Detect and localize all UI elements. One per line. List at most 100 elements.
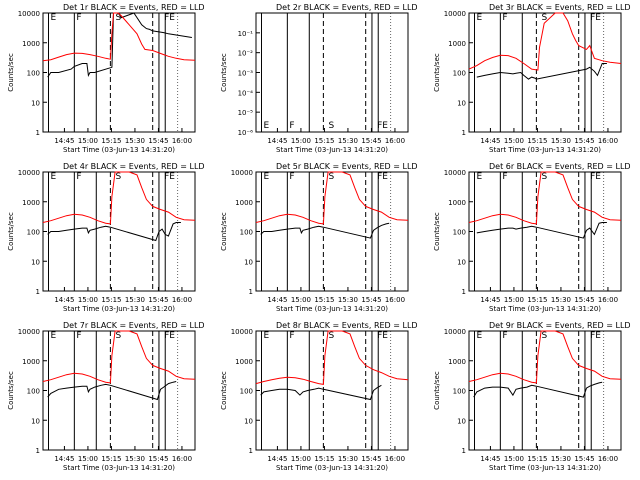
flag-marker-label: F [76, 331, 81, 341]
x-tick-label: 15:30 [338, 296, 358, 304]
flag-marker-label: E [50, 13, 56, 23]
flag-marker-label: F [502, 13, 507, 23]
x-tick-label: 16:00 [598, 137, 618, 145]
x-axis-label: Start Time (03-Jun-13 14:31:20) [63, 464, 175, 472]
chart-panel: Det 4r BLACK = Events, RED = LLD 14:45 15:… [7, 162, 205, 313]
x-tick-label: 16:00 [172, 296, 192, 304]
flag-marker-label: E [263, 172, 269, 182]
x-axis-label: Start Time (03-Jun-13 14:31:20) [63, 146, 175, 154]
flag-marker-label: S [116, 331, 122, 341]
flag-marker-label: FE [590, 331, 601, 341]
flag-marker-label: E [50, 331, 56, 341]
flag-marker-label: F [289, 172, 294, 182]
x-tick-label: 15:45 [361, 296, 381, 304]
y-tick-label: 10 [31, 99, 40, 107]
x-tick-label: 16:00 [385, 137, 405, 145]
y-tick-label: 1000 [235, 199, 253, 207]
events-series-line [476, 63, 607, 80]
y-tick-label: 10000 [444, 10, 466, 18]
y-tick-label: 1000 [448, 40, 466, 48]
y-axis-label: Counts/sec [7, 212, 15, 251]
lld-series-line [468, 12, 622, 71]
y-axis-label: Counts/sec [433, 53, 441, 92]
flag-marker-label: E [476, 13, 482, 23]
y-tick-label: 1 [36, 288, 40, 296]
x-tick-label: 14:45 [54, 296, 74, 304]
x-tick-label: 15:30 [551, 455, 571, 463]
y-tick-label: 1 [462, 447, 466, 455]
flag-marker-label: S [329, 121, 335, 131]
x-axis-label: Start Time (03-Jun-13 14:31:20) [276, 146, 388, 154]
lld-series-line [255, 330, 409, 385]
chart-panel: Det 2r BLACK = Events, RED = LLD 14:45 15:… [220, 3, 418, 154]
y-tick-label: 10000 [18, 328, 40, 336]
x-tick-label: 16:00 [172, 137, 192, 145]
chart-panel: Det 7r BLACK = Events, RED = LLD 14:45 15:… [7, 321, 205, 472]
flag-marker-label: F [502, 172, 507, 182]
y-tick-label: 100 [453, 229, 466, 237]
x-tick-label: 15:00 [504, 455, 524, 463]
x-tick-label: 15:45 [361, 137, 381, 145]
flag-marker-label: F [289, 331, 294, 341]
chart-title: Det 9r BLACK = Events, RED = LLD [489, 321, 631, 330]
y-axis-label: Counts/sec [220, 371, 228, 410]
y-tick-label: 10 [244, 258, 253, 266]
y-tick-label: 10000 [444, 328, 466, 336]
x-tick-label: 15:15 [527, 296, 547, 304]
y-axis-label: Counts/sec [7, 371, 15, 410]
x-tick-label: 15:30 [338, 455, 358, 463]
x-tick-label: 15:15 [314, 137, 334, 145]
x-tick-label: 16:00 [598, 296, 618, 304]
x-tick-label: 14:45 [54, 137, 74, 145]
x-tick-label: 15:00 [78, 296, 98, 304]
events-series-line [47, 222, 181, 242]
y-tick-label: 1000 [22, 358, 40, 366]
x-tick-label: 15:15 [101, 296, 121, 304]
chart-panel: Det 9r BLACK = Events, RED = LLD 14:45 15:… [433, 321, 631, 472]
y-tick-label: 1000 [22, 199, 40, 207]
y-tick-label: 10⁻² [238, 50, 254, 58]
flag-marker-label: F [76, 13, 81, 23]
plot-frame [468, 171, 622, 292]
flag-marker-label: F [289, 121, 294, 131]
y-axis-label: Counts/sec [433, 212, 441, 251]
chart-panel: Det 5r BLACK = Events, RED = LLD 14:45 15:… [220, 162, 418, 313]
y-tick-label: 1000 [448, 199, 466, 207]
y-tick-label: 10000 [231, 169, 253, 177]
x-tick-label: 14:45 [267, 455, 287, 463]
events-series-line [47, 381, 177, 401]
y-axis-label: Counts/sec [220, 212, 228, 251]
flag-marker-label: S [116, 13, 122, 23]
y-axis-label: Counts/sec [7, 53, 15, 92]
x-tick-label: 14:45 [54, 455, 74, 463]
x-tick-label: 15:15 [314, 455, 334, 463]
x-axis-label: Start Time (03-Jun-13 14:31:20) [63, 305, 175, 313]
x-axis-label: Start Time (03-Jun-13 14:31:20) [276, 305, 388, 313]
x-tick-label: 15:00 [78, 455, 98, 463]
y-tick-label: 100 [453, 388, 466, 396]
plot-frame [255, 330, 409, 451]
x-tick-label: 15:30 [125, 455, 145, 463]
flag-marker-label: E [263, 121, 269, 131]
x-tick-label: 15:00 [78, 137, 98, 145]
y-tick-label: 100 [240, 229, 253, 237]
chart-panel: Det 6r BLACK = Events, RED = LLD 14:45 15:… [433, 162, 631, 313]
y-tick-label: 10 [31, 258, 40, 266]
chart-title: Det 6r BLACK = Events, RED = LLD [489, 162, 631, 171]
chart-title: Det 4r BLACK = Events, RED = LLD [63, 162, 205, 171]
y-tick-label: 100 [240, 388, 253, 396]
chart-title: Det 5r BLACK = Events, RED = LLD [276, 162, 418, 171]
flag-marker-label: E [50, 172, 56, 182]
y-tick-label: 1000 [235, 358, 253, 366]
chart-title: Det 8r BLACK = Events, RED = LLD [276, 321, 418, 330]
y-tick-label: 1000 [448, 358, 466, 366]
plot-frame [255, 12, 409, 133]
y-tick-label: 1 [36, 129, 40, 137]
lld-series-line [255, 171, 409, 225]
x-tick-label: 15:30 [551, 137, 571, 145]
x-tick-label: 15:45 [574, 137, 594, 145]
flag-marker-label: FE [164, 331, 175, 341]
y-tick-label: 10 [244, 417, 253, 425]
flag-marker-label: FE [377, 121, 388, 131]
